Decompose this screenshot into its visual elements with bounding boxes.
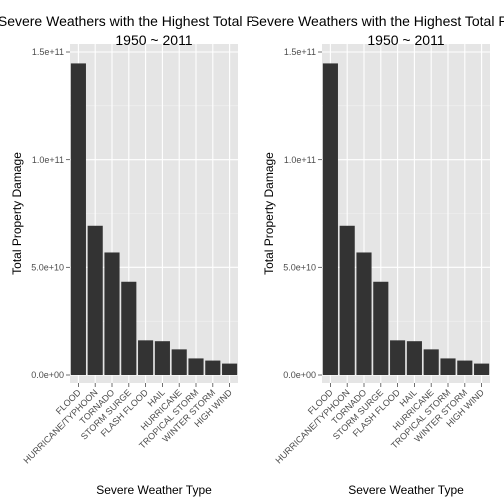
bar-high-wind: [222, 363, 238, 375]
bar-hurricane: [423, 349, 439, 375]
chart-title-line-2: 1950 ~ 2011: [367, 32, 444, 48]
y-tick-label: 1.5e+11: [32, 47, 64, 57]
bar-flood: [70, 63, 86, 376]
bar-flash-flood: [390, 340, 406, 375]
y-tick-label: 5.0e+10: [31, 263, 64, 273]
bar-hurricane-typhoon: [87, 225, 103, 375]
chart-panel-2: 0.0e+005.0e+101.0e+111.5e+11FLOODHURRICA…: [204, 13, 504, 497]
y-tick-label: 1.0e+11: [32, 155, 64, 165]
y-tick-label: 1.0e+11: [284, 155, 316, 165]
chart-title: Top 10 Severe Weathers with the Highest …: [0, 13, 356, 48]
bar-tornado: [356, 252, 372, 375]
y-axis-title: Total Property Damage: [262, 152, 276, 275]
chart-title-line-1: Top 10 Severe Weathers with the Highest …: [204, 13, 504, 29]
x-axis-title: Severe Weather Type: [96, 483, 212, 497]
bar-high-wind: [474, 363, 490, 375]
y-axis-title: Total Property Damage: [10, 152, 24, 275]
y-tick-label: 0.0e+00: [283, 370, 316, 380]
chart-title: Top 10 Severe Weathers with the Highest …: [204, 13, 504, 48]
y-tick-label: 0.0e+00: [31, 370, 64, 380]
chart-title-line-1: Top 10 Severe Weathers with the Highest …: [0, 13, 356, 29]
bar-hurricane-typhoon: [339, 225, 355, 375]
bar-hail: [406, 341, 422, 375]
bar-tropical-storm: [440, 358, 456, 375]
bar-storm-surge: [373, 281, 389, 375]
bar-flash-flood: [138, 340, 154, 375]
chart-title-line-2: 1950 ~ 2011: [115, 32, 192, 48]
y-tick-label: 1.5e+11: [284, 47, 316, 57]
x-axis-title: Severe Weather Type: [348, 483, 464, 497]
bar-hail: [154, 341, 170, 375]
bar-hurricane: [171, 349, 187, 375]
bar-storm-surge: [121, 281, 137, 375]
bar-tropical-storm: [188, 358, 204, 375]
y-tick-label: 5.0e+10: [283, 263, 316, 273]
bar-winter-storm: [205, 360, 221, 375]
bar-tornado: [104, 252, 120, 375]
bar-winter-storm: [457, 360, 473, 375]
chart-panel-1: 0.0e+005.0e+101.0e+111.5e+11FLOODHURRICA…: [0, 13, 356, 497]
bar-flood: [322, 63, 338, 376]
